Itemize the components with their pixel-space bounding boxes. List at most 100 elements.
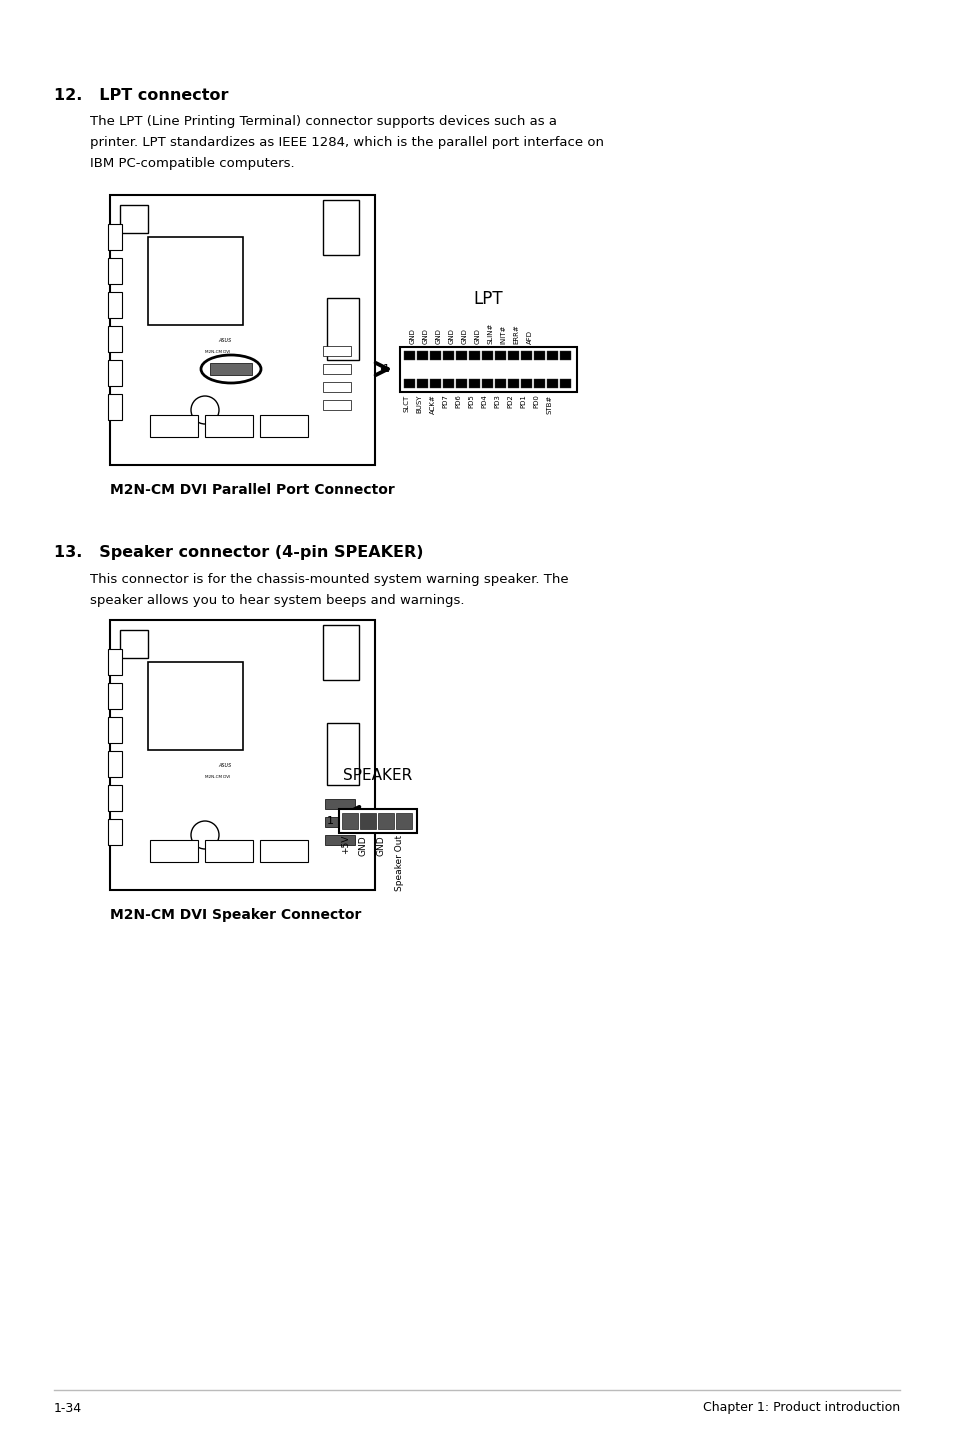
Text: ASUS: ASUS — [218, 764, 231, 768]
Text: printer. LPT standardizes as IEEE 1284, which is the parallel port interface on: printer. LPT standardizes as IEEE 1284, … — [90, 137, 603, 150]
Bar — [520, 378, 532, 387]
Bar — [481, 351, 493, 360]
Circle shape — [191, 821, 219, 848]
Text: PD5: PD5 — [468, 394, 474, 408]
Bar — [108, 292, 122, 318]
Bar — [416, 351, 428, 360]
Bar — [108, 394, 122, 420]
Text: GND: GND — [422, 328, 428, 344]
Text: SPEAKER: SPEAKER — [343, 768, 413, 784]
Text: ACK#: ACK# — [429, 394, 435, 414]
Bar — [325, 800, 355, 810]
Text: +5V: +5V — [340, 835, 350, 854]
Bar — [546, 378, 558, 387]
Text: Chapter 1: Product introduction: Chapter 1: Product introduction — [702, 1402, 899, 1415]
Text: GND: GND — [376, 835, 386, 856]
Bar — [327, 298, 358, 360]
Text: BUSY: BUSY — [416, 394, 422, 413]
Bar — [260, 416, 308, 437]
Bar — [416, 378, 428, 387]
Bar — [546, 351, 558, 360]
Text: M2N-CM DVI: M2N-CM DVI — [205, 349, 230, 354]
Bar — [559, 378, 571, 387]
Bar — [323, 400, 351, 410]
Bar — [395, 812, 412, 828]
Bar — [108, 360, 122, 385]
Text: M2N-CM DVI Parallel Port Connector: M2N-CM DVI Parallel Port Connector — [110, 483, 395, 498]
Bar — [108, 224, 122, 250]
Circle shape — [191, 395, 219, 424]
Bar — [403, 378, 415, 387]
Text: ASUS: ASUS — [218, 338, 231, 344]
Bar — [323, 347, 351, 357]
Bar — [442, 378, 454, 387]
Bar — [456, 378, 467, 387]
Bar — [377, 812, 394, 828]
Bar — [481, 378, 493, 387]
Bar — [338, 810, 416, 833]
Text: PD3: PD3 — [494, 394, 500, 408]
Bar — [469, 351, 479, 360]
Bar — [507, 351, 518, 360]
Text: INIT#: INIT# — [500, 324, 506, 344]
Text: M2N-CM DVI: M2N-CM DVI — [205, 775, 230, 779]
Text: 1: 1 — [382, 364, 390, 374]
Text: AFD: AFD — [526, 329, 532, 344]
Bar — [399, 347, 577, 391]
Bar — [148, 661, 243, 751]
Text: PD7: PD7 — [442, 394, 448, 408]
Bar — [323, 200, 358, 255]
Text: PD2: PD2 — [507, 394, 513, 408]
Bar — [108, 751, 122, 777]
Bar — [323, 383, 351, 393]
Text: STB#: STB# — [546, 394, 552, 414]
Text: PD4: PD4 — [481, 394, 487, 408]
Text: LPT: LPT — [474, 290, 503, 309]
Text: PD6: PD6 — [455, 394, 461, 408]
Text: IBM PC-compatible computers.: IBM PC-compatible computers. — [90, 157, 294, 170]
Bar — [559, 351, 571, 360]
Bar — [150, 416, 198, 437]
Bar — [205, 416, 253, 437]
Bar — [534, 351, 544, 360]
Bar — [108, 257, 122, 283]
Text: 1-34: 1-34 — [54, 1402, 82, 1415]
Bar — [260, 840, 308, 861]
Bar — [520, 351, 532, 360]
Bar — [495, 378, 505, 387]
Text: This connector is for the chassis-mounted system warning speaker. The: This connector is for the chassis-mounte… — [90, 572, 568, 587]
Text: SLCT: SLCT — [403, 394, 409, 411]
Bar — [120, 206, 148, 233]
Text: SLIN#: SLIN# — [487, 322, 493, 344]
Text: GND: GND — [474, 328, 480, 344]
Text: 12.   LPT connector: 12. LPT connector — [54, 88, 229, 104]
Bar — [430, 351, 440, 360]
Bar — [341, 812, 357, 828]
Bar — [507, 378, 518, 387]
Text: 13.   Speaker connector (4-pin SPEAKER): 13. Speaker connector (4-pin SPEAKER) — [54, 545, 423, 559]
Bar — [108, 785, 122, 811]
Bar — [108, 718, 122, 743]
Bar — [150, 840, 198, 861]
Bar — [323, 364, 351, 374]
Text: GND: GND — [461, 328, 467, 344]
Text: PD0: PD0 — [533, 394, 539, 408]
Text: PD1: PD1 — [520, 394, 526, 408]
Bar — [442, 351, 454, 360]
Bar — [210, 362, 252, 375]
Bar — [327, 723, 358, 785]
Bar — [534, 378, 544, 387]
Bar — [323, 626, 358, 680]
Bar — [108, 820, 122, 846]
Bar — [108, 683, 122, 709]
Text: Speaker Out: Speaker Out — [395, 835, 403, 892]
Bar — [456, 351, 467, 360]
Text: The LPT (Line Printing Terminal) connector supports devices such as a: The LPT (Line Printing Terminal) connect… — [90, 115, 557, 128]
Bar — [205, 840, 253, 861]
Bar — [148, 237, 243, 325]
Text: GND: GND — [409, 328, 416, 344]
Text: 1: 1 — [327, 815, 334, 825]
Text: GND: GND — [448, 328, 454, 344]
Bar — [108, 326, 122, 352]
Bar — [120, 630, 148, 659]
